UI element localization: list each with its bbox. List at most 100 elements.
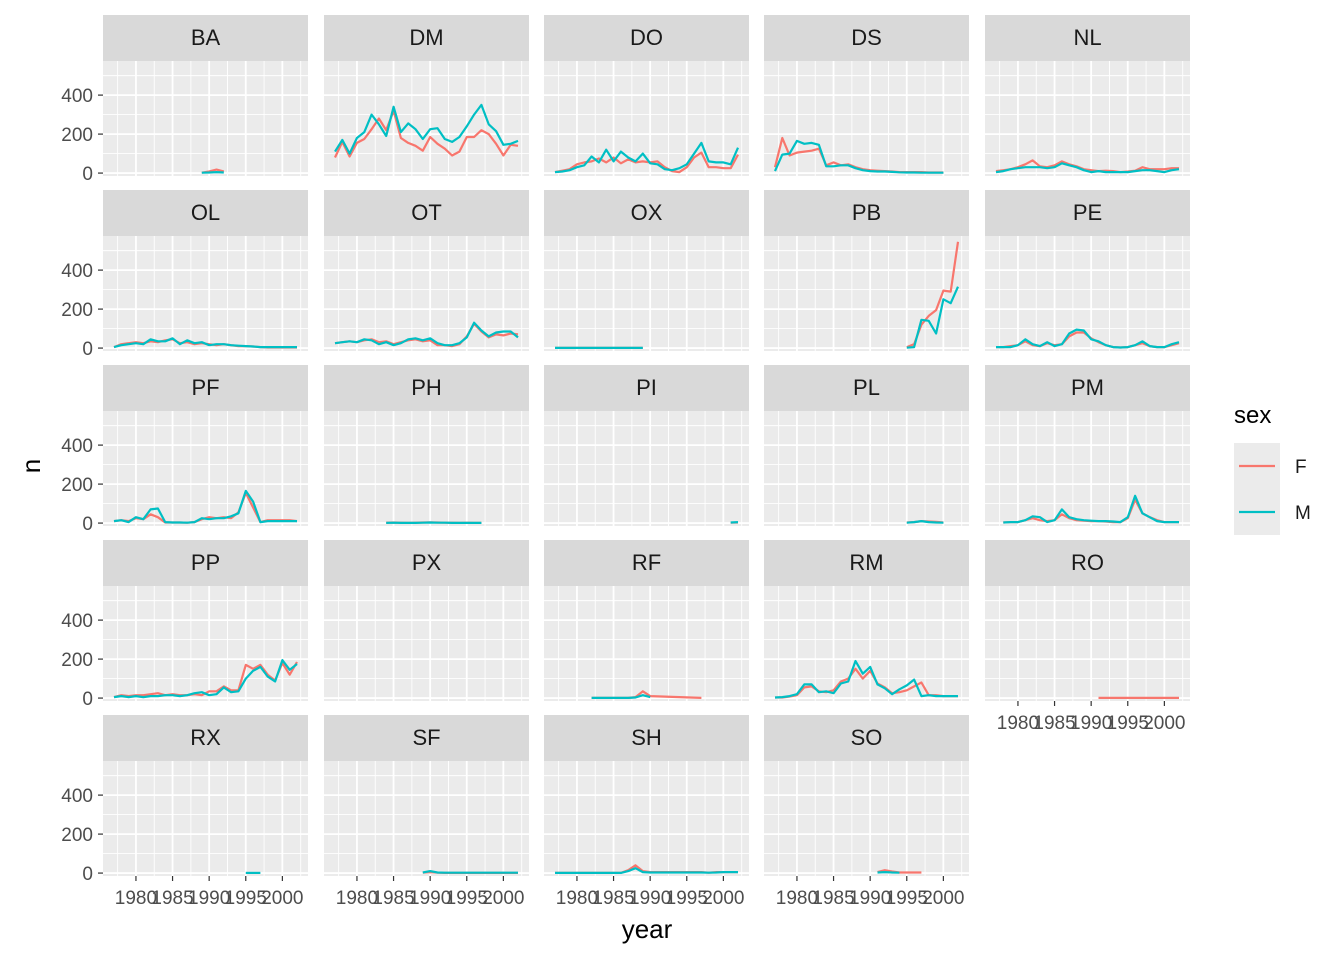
x-tick-label: 1990 [1070,713,1112,734]
series-line-m [773,139,944,174]
panel-background [764,236,969,351]
series-line-m [906,286,960,349]
series-line-m [996,328,1180,349]
y-tick-label: 200 [61,300,93,321]
panel-background [985,61,1190,176]
facet-panel-dm: DM [324,15,529,176]
facet-strip-label: OX [631,200,663,225]
facet-strip [324,365,529,411]
panel-background [103,61,308,176]
series-line-m [554,141,740,174]
facet-panel-sh: SH [544,715,749,876]
facet-strip [544,715,749,761]
x-tick-label: 1980 [556,888,598,909]
series-line-m [591,694,651,700]
panel-background [764,761,969,876]
facet-strip [544,365,749,411]
facet-strip-label: PF [191,375,219,400]
panel-background [985,411,1190,526]
legend-label-f: F [1295,457,1307,478]
legend-label-m: M [1295,503,1311,524]
panel-background [544,411,749,526]
y-tick-label: 0 [82,339,93,360]
x-tick-label: 1985 [151,888,193,909]
facet-strip-label: BA [191,25,221,50]
y-tick-label: 400 [61,611,93,632]
facet-strip-label: RM [849,550,883,575]
x-tick-label: 2000 [482,888,524,909]
facet-strip-label: PX [412,550,442,575]
series-line-m [422,869,518,874]
series-line-f [775,667,958,699]
series-line-m [334,321,519,347]
panel-background [324,761,529,876]
panel-background [103,411,308,526]
y-tick-label: 0 [82,514,93,535]
panel-background [764,586,969,701]
series-line-m [1003,494,1179,524]
series-line-m [113,658,298,699]
panel-background [324,411,529,526]
facet-panel-pl: PL [764,365,969,526]
x-tick-label: 1990 [188,888,230,909]
y-tick-label: 400 [61,86,93,107]
x-axis-title: year [622,914,673,944]
facet-strip-label: OL [191,200,220,225]
series-line-m [334,103,519,155]
y-tick-label: 200 [61,650,93,671]
facet-panel-ph: PH [324,365,529,526]
y-tick-label: 0 [82,689,93,710]
facet-strip [544,540,749,586]
series-line-m [906,519,944,524]
facet-panel-do: DO [544,15,749,176]
panel-background [103,586,308,701]
facet-strip [324,715,529,761]
facet-panel-pm: PM [985,365,1190,526]
y-tick-label: 0 [82,164,93,185]
x-tick-label: 1990 [409,888,451,909]
facet-panels: BA DM DO DS NL OL OT OX PB PE PF PH PI PL PM PP PX RF RM RO… [103,15,1190,876]
axes: 0200400020040002004000200400198019851990… [61,86,1185,909]
facet-panel-rf: RF [544,540,749,701]
y-tick-label: 200 [61,475,93,496]
facet-strip-label: NL [1073,25,1101,50]
legend: sex F M [1234,402,1311,535]
x-tick-label: 2000 [261,888,303,909]
facet-panel-nl: NL [985,15,1190,176]
x-tick-label: 1990 [629,888,671,909]
panel-background [103,236,308,351]
facet-panel-pf: PF [103,365,308,526]
series-line-f [334,109,519,158]
facet-strip [103,190,308,236]
y-tick-label: 200 [61,825,93,846]
facet-strip-label: RF [632,550,661,575]
facet-panel-so: SO [764,715,969,876]
facet-strip [103,540,308,586]
panel-background [985,236,1190,351]
x-tick-label: 1985 [592,888,634,909]
legend-title: sex [1234,402,1271,429]
x-tick-label: 1995 [446,888,488,909]
x-tick-label: 1985 [812,888,854,909]
panel-background [103,761,308,876]
facet-panel-ba: BA [103,15,308,176]
x-tick-label: 1995 [666,888,708,909]
facet-panel-rx: RX [103,715,308,876]
facet-strip-label: PE [1073,200,1102,225]
y-tick-label: 400 [61,786,93,807]
facet-strip-label: PB [852,200,881,225]
y-tick-label: 0 [82,864,93,885]
panel-background [324,586,529,701]
x-tick-label: 2000 [1143,713,1185,734]
facet-panel-ot: OT [324,190,529,351]
facet-panel-pi: PI [544,365,749,526]
x-tick-label: 1995 [225,888,267,909]
x-tick-label: 1980 [776,888,818,909]
facet-panel-ox: OX [544,190,749,351]
x-tick-label: 1990 [849,888,891,909]
panel-background [764,411,969,526]
panel-background [764,61,969,176]
facet-strip [544,190,749,236]
facet-strip [544,15,749,61]
facet-strip [985,540,1190,586]
